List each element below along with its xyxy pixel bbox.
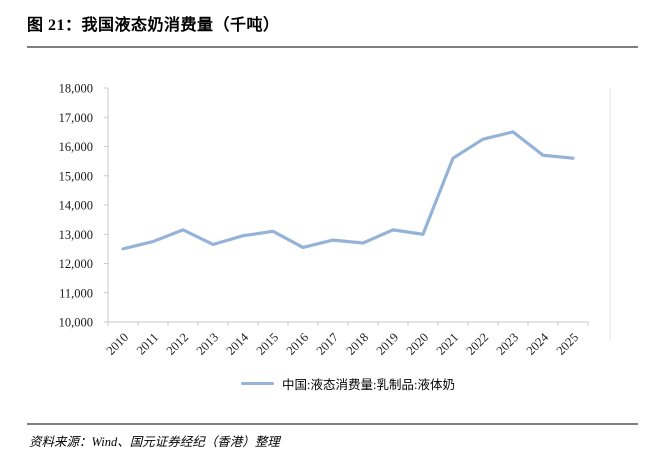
svg-text:15,000: 15,000	[59, 169, 93, 183]
legend-label: 中国:液态消费量:乳制品:液体奶	[282, 378, 455, 392]
svg-text:14,000: 14,000	[59, 199, 93, 213]
chart-legend: 中国:液态消费量:乳制品:液体奶	[108, 374, 588, 393]
svg-text:12,000: 12,000	[59, 257, 93, 271]
svg-text:2020: 2020	[404, 330, 432, 358]
svg-text:2021: 2021	[434, 330, 462, 358]
svg-text:10,000: 10,000	[59, 316, 93, 330]
svg-text:2024: 2024	[524, 330, 552, 358]
svg-text:2025: 2025	[554, 330, 582, 358]
svg-text:2015: 2015	[254, 330, 282, 358]
svg-text:18,000: 18,000	[59, 82, 93, 96]
svg-text:2019: 2019	[374, 330, 402, 358]
svg-text:2012: 2012	[164, 330, 192, 358]
svg-text:17,000: 17,000	[59, 111, 93, 125]
svg-text:2016: 2016	[284, 330, 312, 358]
svg-text:2010: 2010	[104, 330, 132, 358]
svg-text:2023: 2023	[494, 330, 522, 358]
svg-text:16,000: 16,000	[59, 140, 93, 154]
footer-divider	[27, 423, 638, 425]
svg-text:2022: 2022	[464, 330, 492, 358]
title-divider	[27, 46, 638, 48]
legend-line-sample-icon	[241, 382, 275, 385]
svg-text:2017: 2017	[314, 330, 342, 358]
svg-text:2018: 2018	[344, 330, 372, 358]
svg-text:11,000: 11,000	[59, 286, 93, 300]
figure-title: 图 21：我国液态奶消费量（千吨）	[27, 17, 280, 34]
svg-text:2014: 2014	[224, 330, 252, 358]
svg-text:13,000: 13,000	[59, 228, 93, 242]
svg-text:2013: 2013	[194, 330, 222, 358]
svg-text:2011: 2011	[134, 330, 161, 357]
source-note: 资料来源：Wind、国元证券经纪（香港）整理	[29, 435, 280, 449]
